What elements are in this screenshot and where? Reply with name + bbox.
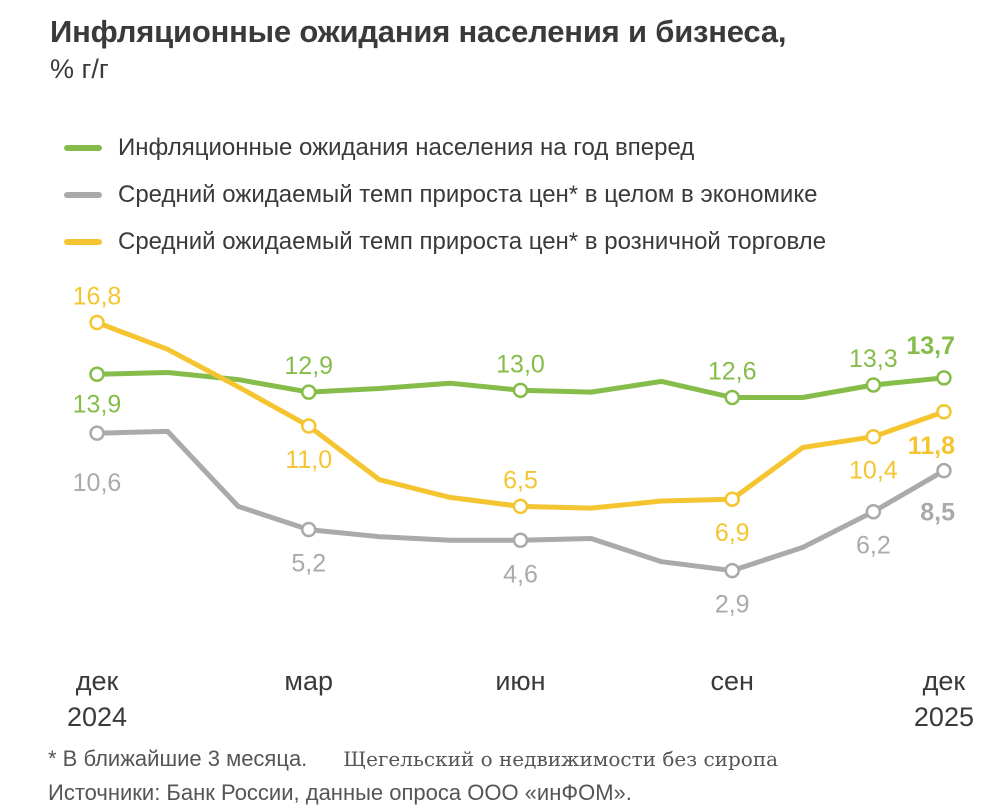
x-tick-year: 2024 [67, 702, 127, 732]
data-point-0-12 [936, 370, 952, 386]
chart-subtitle: % г/г [50, 54, 109, 84]
data-label: 12,6 [708, 357, 757, 385]
data-label: 10,6 [73, 469, 122, 497]
data-point-1-0 [89, 425, 105, 441]
watermark: Щегельский о недвижимости без сиропа [343, 747, 779, 771]
footnote-line: * В ближайшие 3 месяца. Щегельский о недв… [48, 746, 778, 772]
x-tick-label: мар [284, 666, 333, 696]
data-label: 10,4 [849, 457, 898, 485]
data-label: 11,8 [908, 432, 955, 460]
x-tick-label: дек [923, 666, 966, 696]
data-label: 6,9 [715, 519, 750, 547]
data-label: 8,5 [920, 499, 955, 527]
data-label: 4,6 [503, 560, 538, 588]
data-label: 6,5 [503, 466, 538, 494]
data-label: 13,0 [496, 350, 545, 378]
legend-swatch-green [64, 144, 102, 151]
data-point-0-0 [89, 366, 105, 383]
legend-item-retail: Средний ожидаемый темп прироста цен* в р… [64, 218, 826, 265]
chart-title: Инфляционные ожидания населения и бизнес… [50, 14, 787, 49]
data-label: 11,0 [285, 446, 332, 474]
data-label: 5,2 [291, 550, 326, 578]
data-point-2-11 [865, 428, 882, 445]
x-tick-label: дек [76, 666, 119, 696]
data-label: 13,7 [906, 332, 955, 360]
line-chart: 13,9 12,9 13,0 12,6 13,3 13,7 10,6 5,2 4,6 2,9 6,2… [67, 283, 974, 733]
data-point-1-11 [865, 503, 882, 520]
x-tick-label: июн [495, 666, 545, 696]
data-point-0-9 [724, 389, 740, 406]
data-point-1-6 [512, 532, 529, 549]
source-note: Источники: Банк России, данные опроса ОО… [48, 780, 632, 805]
legend-item-economy: Средний ожидаемый темп прироста цен* в ц… [64, 171, 826, 218]
data-label: 16,8 [73, 283, 122, 311]
legend-label: Средний ожидаемый темп прироста цен* в ц… [118, 180, 818, 208]
data-point-2-12 [936, 404, 952, 420]
legend-swatch-yellow [64, 238, 102, 245]
legend-label: Средний ожидаемый темп прироста цен* в р… [118, 227, 827, 255]
data-label: 12,9 [284, 352, 333, 380]
data-point-1-9 [724, 562, 740, 579]
legend-label: Инфляционные ожидания населения на год в… [118, 133, 695, 161]
x-tick-year: 2025 [914, 702, 974, 732]
data-point-0-11 [865, 377, 882, 393]
data-label: 13,3 [849, 345, 898, 373]
data-point-2-9 [724, 491, 740, 507]
x-tick-label: сен [711, 666, 754, 696]
legend-swatch-gray [64, 191, 102, 198]
data-point-1-3 [300, 521, 317, 538]
data-point-0-3 [300, 384, 317, 400]
data-point-1-12 [936, 462, 952, 479]
data-point-0-6 [512, 382, 529, 399]
footnote: * В ближайшие 3 месяца. [48, 746, 308, 771]
data-label: 2,9 [715, 591, 750, 619]
data-label: 6,2 [856, 532, 891, 560]
data-label: 13,9 [73, 390, 122, 418]
data-point-2-6 [512, 498, 529, 515]
data-point-2-0 [89, 314, 105, 331]
legend: Инфляционные ожидания населения на год в… [64, 124, 826, 265]
data-point-2-3 [300, 418, 317, 434]
legend-item-population: Инфляционные ожидания населения на год в… [64, 124, 826, 171]
